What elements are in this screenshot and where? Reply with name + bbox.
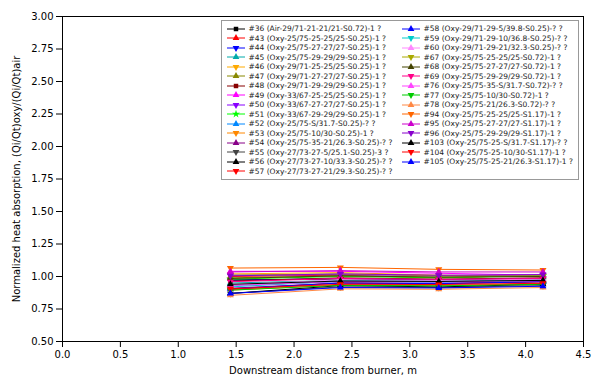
html-text:#45 (Oxy-25/75-29-29/29-S0.25): #45 (Oxy-25/75-29-29/29-S0.25)-1 ? — [248, 52, 387, 62]
svg-text:2.00: 2.00 — [31, 141, 53, 152]
svg-text:3.00: 3.00 — [31, 11, 53, 22]
svg-text:2.75: 2.75 — [31, 43, 53, 54]
svg-text:2.25: 2.25 — [31, 108, 53, 119]
svg-text:2.0: 2.0 — [286, 349, 302, 360]
svg-text:Downstream distance from burne: Downstream distance from burner, m — [229, 365, 417, 376]
svg-text:3.5: 3.5 — [460, 349, 476, 360]
html-text:#67 (Oxy-25/75-25-25/25-S0.72): #67 (Oxy-25/75-25-25/25-S0.72)-1 ? — [423, 52, 562, 62]
html-text:#78 (Oxy-25/75-21/26.3-S0.72)-: #78 (Oxy-25/75-21/26.3-S0.72)-? ? — [423, 100, 556, 109]
html-text:#59 (Oxy-29/71-29-10/36.8-S0.2: #59 (Oxy-29/71-29-10/36.8-S0.25)-? ? — [423, 33, 568, 43]
html-text:#43 (Oxy-25/75-25-25/25-S0.25): #43 (Oxy-25/75-25-25/25-S0.25)-1 ? — [248, 33, 387, 43]
html-text:#103 (Oxy-25/75-25-S/31.7-S1.1: #103 (Oxy-25/75-25-S/31.7-S1.17)-? ? — [423, 138, 568, 147]
html-text:#48 (Oxy-29/71-29-29/29-S0.25): #48 (Oxy-29/71-29-29/29-S0.25)-1 ? — [248, 81, 387, 90]
html-text:#76 (Oxy-25/75-35-S/31.7-S0.72: #76 (Oxy-25/75-35-S/31.7-S0.72)-? ? — [423, 81, 563, 90]
svg-text:0.75: 0.75 — [31, 303, 53, 314]
html-text:#68 (Oxy-25/75-27-27/27-S0.72): #68 (Oxy-25/75-27-27/27-S0.72)-1 ? — [423, 62, 562, 71]
html-text:#51 (Oxy-33/67-29-29/29-S0.25): #51 (Oxy-33/67-29-29/29-S0.25)-1 ? — [248, 109, 387, 119]
html-text:#49 (Oxy-33/67-25-25/25-S0.25): #49 (Oxy-33/67-25-25/25-S0.25)-1 ? — [248, 90, 387, 100]
svg-text:2.50: 2.50 — [31, 76, 53, 87]
html-text:#47 (Oxy-29/71-27-27/27-S0.25): #47 (Oxy-29/71-27-27/27-S0.25)-1 ? — [248, 71, 387, 81]
svg-text:1.25: 1.25 — [31, 238, 53, 249]
svg-text:0.5: 0.5 — [112, 349, 128, 360]
html-text:#55 (Oxy-27/73-27-5/25.1-S0.25: #55 (Oxy-27/73-27-5/25.1-S0.25)-3 ? — [248, 147, 389, 157]
html-text:#96 (Oxy-25/75-29-29/29-S1.17): #96 (Oxy-25/75-29-29/29-S1.17)-1 ? — [423, 128, 562, 138]
svg-text:4.5: 4.5 — [576, 349, 592, 360]
html-text:#95 (Oxy-25/75-27-27/27-S1.17): #95 (Oxy-25/75-27-27/27-S1.17)-1 ? — [423, 119, 562, 128]
html-text:#94 (Oxy-25/75-25-25/25-S1.17): #94 (Oxy-25/75-25-25/25-S1.17)-1 ? — [423, 109, 562, 119]
html-text:#105 (Oxy-25/75-25-21/26.3-S1.: #105 (Oxy-25/75-25-21/26.3-S1.17)-1 ? — [423, 157, 573, 166]
html-text:#77 (Oxy-25/75-10/30-S0.72)-1: #77 (Oxy-25/75-10/30-S0.72)-1 ? — [423, 90, 549, 100]
svg-text:3.0: 3.0 — [402, 349, 418, 360]
html-text:#58 (Oxy-29/71-29-5/39.8-S0.25: #58 (Oxy-29/71-29-5/39.8-S0.25)-? ? — [423, 24, 563, 33]
svg-text:1.50: 1.50 — [31, 206, 53, 217]
html-text:#46 (Oxy-29/71-25-25/25-S0.25): #46 (Oxy-29/71-25-25/25-S0.25)-1 ? — [248, 62, 387, 71]
html-text:#53 (Oxy-25/75-10/30-S0.25)-1: #53 (Oxy-25/75-10/30-S0.25)-1 ? — [248, 128, 374, 138]
html-text:#60 (Oxy-29/71-29-21/32.3-S0.2: #60 (Oxy-29/71-29-21/32.3-S0.25)-? ? — [423, 43, 568, 52]
html-text:#50 (Oxy-33/67-27-27/27-S0.25): #50 (Oxy-33/67-27-27/27-S0.25)-1 ? — [248, 100, 387, 109]
html-text:#104 (Oxy-25/75-25-10/30-S1.17: #104 (Oxy-25/75-25-10/30-S1.17)-1 ? — [423, 147, 566, 157]
html-text:#56 (Oxy-27/73-27-10/33.3-S0.2: #56 (Oxy-27/73-27-10/33.3-S0.25)-? ? — [248, 157, 393, 166]
html-text:#44 (Oxy-25/75-27-27/27-S0.25): #44 (Oxy-25/75-27-27/27-S0.25)-1 ? — [248, 43, 387, 52]
html-text:#69 (Oxy-25/75-29-29/29-S0.72): #69 (Oxy-25/75-29-29/29-S0.72)-1 ? — [423, 71, 562, 81]
svg-text:4.0: 4.0 — [518, 349, 534, 360]
svg-text:1.75: 1.75 — [31, 173, 53, 184]
html-text:#54 (Oxy-25/75-35-21/26.3-S0.2: #54 (Oxy-25/75-35-21/26.3-S0.25)-? ? — [248, 138, 393, 147]
svg-text:Normalized heat absorption, (Q: Normalized heat absorption, (Qi/Qt)oxy/(… — [11, 55, 22, 303]
html-text:#52 (Oxy-25/75-S/31.7-S0.25)-?: #52 (Oxy-25/75-S/31.7-S0.25)-? ? — [248, 119, 376, 128]
svg-text:0.50: 0.50 — [31, 336, 53, 347]
html-text:#36 (Air-29/71-21-21/21-S0.72): #36 (Air-29/71-21-21/21-S0.72)-1 ? — [248, 24, 382, 33]
svg-text:2.5: 2.5 — [344, 349, 360, 360]
svg-text:1.5: 1.5 — [228, 349, 244, 360]
svg-text:1.0: 1.0 — [170, 349, 186, 360]
svg-text:0.0: 0.0 — [55, 349, 71, 360]
html-text:#57 (Oxy-27/73-27-21/29.3-S0.2: #57 (Oxy-27/73-27-21/29.3-S0.25)-? ? — [248, 166, 393, 176]
svg-text:1.00: 1.00 — [31, 271, 53, 282]
